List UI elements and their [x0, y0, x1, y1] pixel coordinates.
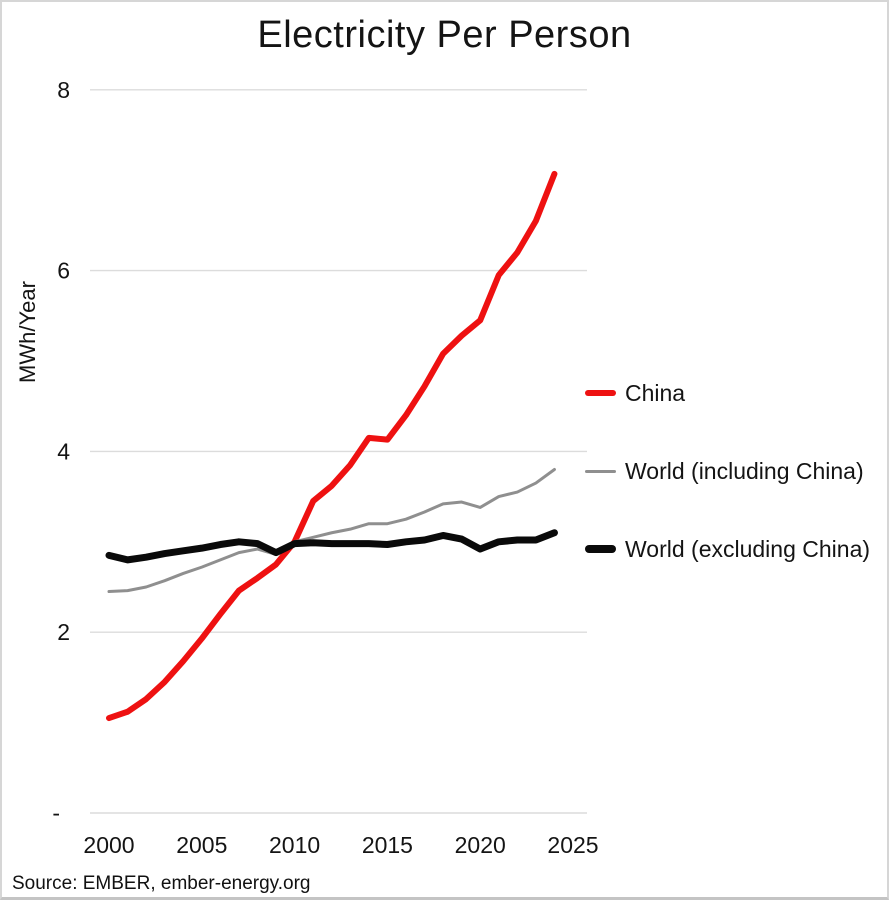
- series-line-china: [106, 170, 558, 722]
- x-axis-tick-labels: 2000 2005 2010 2015 2020 2025: [83, 832, 598, 858]
- y-tick-label: 6: [57, 258, 70, 284]
- y-tick-label: -: [52, 800, 60, 826]
- legend-swatch-china-icon: [585, 390, 616, 396]
- legend-label-world-excluding-china: World (excluding China): [625, 535, 871, 562]
- legend-label-world-including-china: World (including China): [625, 457, 864, 484]
- legend-label-china: China: [625, 379, 686, 406]
- x-tick-label: 2020: [455, 832, 506, 858]
- legend-item-world-excluding-china: World (excluding China): [585, 535, 870, 563]
- gridlines: [90, 89, 587, 814]
- source-note: Source: EMBER, ember-energy.org: [12, 873, 311, 894]
- series-lines: [105, 170, 558, 722]
- x-tick-label: 2000: [83, 832, 134, 858]
- y-axis-tick-labels: 8 6 4 2 -: [52, 77, 70, 826]
- chart-title: Electricity Per Person: [257, 14, 632, 56]
- y-tick-label: 4: [57, 438, 70, 464]
- legend-item-world-including-china: World (including China): [585, 457, 864, 485]
- x-tick-label: 2015: [362, 832, 413, 858]
- series-line-world-excluding-china: [105, 529, 558, 564]
- series-line-world-including-china: [107, 467, 556, 594]
- y-tick-label: 2: [57, 619, 70, 645]
- y-tick-label: 8: [57, 77, 70, 103]
- legend-swatch-world-excluding-china-icon: [585, 545, 616, 553]
- x-tick-label: 2010: [269, 832, 320, 858]
- x-tick-label: 2005: [176, 832, 227, 858]
- legend-swatch-world-including-china-icon: [585, 469, 616, 473]
- y-axis-title: MWh/Year: [15, 281, 40, 383]
- legend-item-china: China: [585, 379, 685, 407]
- x-tick-label: 2025: [547, 832, 598, 858]
